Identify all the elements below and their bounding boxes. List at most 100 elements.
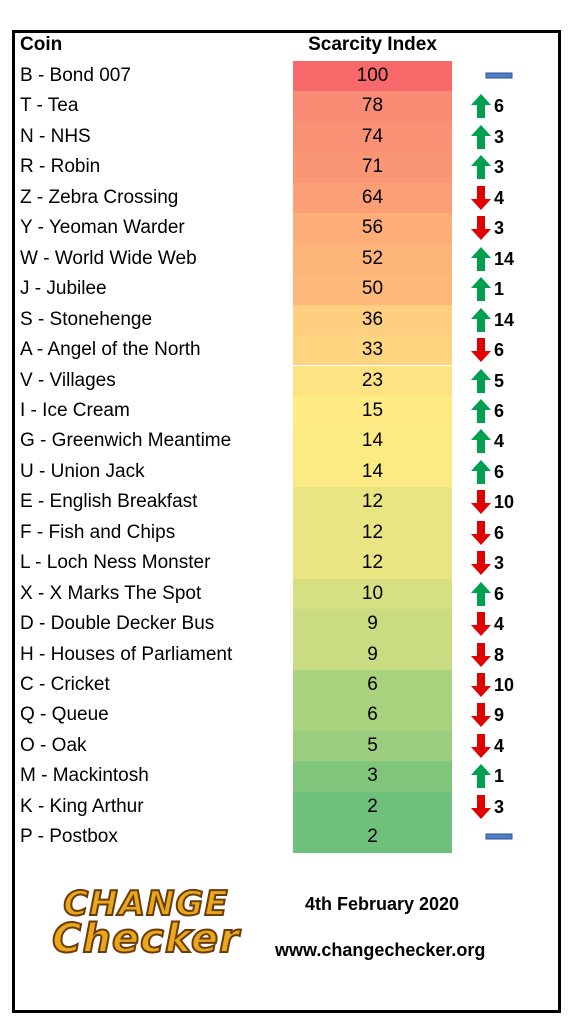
trend-icon	[471, 490, 491, 515]
coin-name: A - Angel of the North	[20, 339, 201, 361]
change: 3	[494, 126, 505, 147]
scarcity-index: 56	[293, 213, 452, 244]
change: 6	[494, 522, 505, 543]
trend-arrow	[471, 429, 491, 454]
trend-arrow	[471, 338, 491, 363]
logo-bottom: Checker	[51, 915, 240, 963]
coin-name: Q - Queue	[20, 704, 109, 726]
trend-icon	[471, 398, 491, 423]
change: 3	[494, 218, 505, 239]
trend-icon	[471, 277, 491, 302]
trend-icon	[471, 338, 491, 363]
coin-name: M - Mackintosh	[20, 765, 149, 787]
scarcity-index: 12	[293, 487, 452, 518]
coin-name: U - Union Jack	[20, 460, 145, 482]
scarcity-index: 52	[293, 243, 452, 275]
trend-same	[485, 72, 513, 79]
trend-arrow	[471, 581, 491, 606]
trend-icon	[471, 94, 491, 119]
change: 4	[494, 614, 505, 635]
trend-arrow	[471, 307, 491, 332]
change: 10	[494, 492, 515, 513]
scarcity-index: 9	[293, 639, 452, 670]
coin-name: H - Houses of Parliament	[20, 643, 233, 665]
scarcity-index: 12	[293, 517, 452, 549]
change: 6	[494, 340, 505, 361]
scarcity-index: 6	[293, 670, 452, 701]
trend-arrow	[471, 459, 491, 484]
coin-name: C - Cricket	[20, 674, 110, 695]
scarcity-index: 14	[293, 456, 452, 488]
scarcity-index: 10	[293, 578, 452, 610]
change: 14	[494, 309, 515, 330]
coin-name: N - NHS	[20, 125, 91, 147]
coin-name: F - Fish and Chips	[20, 521, 176, 543]
coin-name: Y - Yeoman Warder	[20, 217, 185, 239]
coin-name: V - Villages	[20, 369, 116, 391]
trend-icon	[471, 764, 491, 789]
trend-icon	[471, 246, 491, 271]
frame	[12, 30, 561, 1013]
trend-icon	[485, 72, 513, 79]
scarcity-index: 36	[293, 304, 452, 336]
scarcity-index: 14	[293, 426, 452, 457]
change: 6	[494, 583, 505, 604]
coin-name: E - English Breakfast	[20, 491, 198, 513]
scarcity-index: 50	[293, 274, 452, 305]
trend-arrow	[471, 155, 491, 180]
trend-icon	[471, 368, 491, 393]
trend-icon	[471, 794, 491, 819]
coin-name: O - Oak	[20, 734, 87, 756]
trend-arrow	[471, 794, 491, 819]
trend-icon	[471, 155, 491, 180]
change: 8	[494, 644, 505, 665]
coin-name: K - King Arthur	[20, 795, 144, 817]
change: 4	[494, 735, 505, 756]
trend-icon	[471, 612, 491, 637]
trend-icon	[471, 642, 491, 667]
trend-arrow	[471, 551, 491, 576]
header-index: Scarcity Index	[308, 34, 437, 55]
change: 6	[494, 96, 505, 117]
coin-name: D - Double Decker Bus	[20, 613, 215, 635]
trend-icon	[471, 520, 491, 545]
change: 3	[494, 796, 505, 817]
scarcity-index: 23	[293, 365, 452, 396]
coin-name: I - Ice Cream	[20, 399, 130, 421]
trend-icon	[471, 703, 491, 728]
trend-icon	[471, 581, 491, 606]
coin-name: J - Jubilee	[20, 278, 107, 300]
trend-arrow	[471, 398, 491, 423]
change: 14	[494, 248, 515, 269]
change: 6	[494, 400, 505, 421]
trend-same	[485, 833, 513, 840]
trend-arrow	[471, 185, 491, 210]
coin-name: S - Stonehenge	[20, 308, 153, 330]
logo-top: CHANGE	[62, 883, 229, 925]
trend-arrow	[471, 612, 491, 637]
coin-name: W - World Wide Web	[20, 247, 197, 269]
change: 3	[494, 157, 505, 178]
trend-arrow	[471, 733, 491, 758]
coin-name: B - Bond 007	[20, 65, 131, 86]
trend-icon	[485, 833, 513, 840]
trend-arrow	[471, 368, 491, 393]
scarcity-index: 64	[293, 182, 452, 214]
trend-arrow	[471, 216, 491, 241]
scarcity-index: 2	[293, 822, 452, 853]
scarcity-index: 5	[293, 730, 452, 762]
coin-name: X - X Marks The Spot	[20, 582, 202, 604]
url: www.changechecker.org	[275, 940, 486, 960]
trend-arrow	[471, 673, 491, 697]
change: 4	[494, 431, 505, 452]
change: 9	[494, 705, 505, 726]
change: 6	[494, 461, 505, 482]
change: 4	[494, 187, 505, 208]
coin-name: Z - Zebra Crossing	[20, 186, 179, 208]
trend-icon	[471, 429, 491, 454]
change: 1	[494, 279, 505, 300]
header-coin: Coin	[20, 34, 63, 55]
scarcity-index: 100	[293, 61, 452, 92]
trend-icon	[471, 673, 491, 697]
